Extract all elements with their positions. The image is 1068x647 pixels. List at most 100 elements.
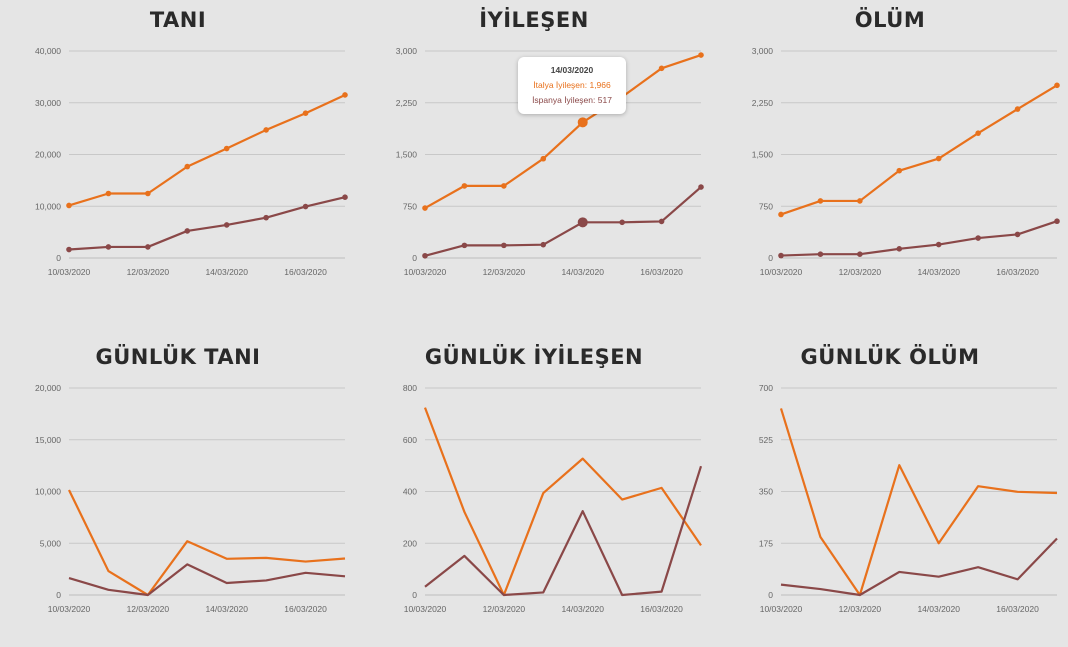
data-point-spain[interactable] <box>975 235 981 241</box>
data-point-italy[interactable] <box>422 205 428 211</box>
data-point-italy[interactable] <box>975 130 981 136</box>
y-tick-label: 5,000 <box>40 538 62 548</box>
series-line-italy <box>779 408 1058 597</box>
data-point-spain[interactable] <box>817 251 824 258</box>
y-tick-label: 2,250 <box>396 98 418 108</box>
x-tick-label: 16/03/2020 <box>284 604 327 614</box>
data-point-italy[interactable] <box>184 163 191 170</box>
data-point-spain[interactable] <box>145 244 151 250</box>
series-line-spain <box>68 196 346 251</box>
chart-panel: İYİLEŞEN 0 750 1,500 2,250 3,000 10/03/2020 12/… <box>356 0 712 310</box>
x-tick-label: 14/03/2020 <box>917 267 960 277</box>
y-tick-label: 30,000 <box>35 98 61 108</box>
data-point-spain[interactable] <box>698 184 704 190</box>
data-point-italy[interactable] <box>145 190 151 197</box>
data-point-italy[interactable] <box>461 183 468 189</box>
data-point-spain[interactable] <box>1054 218 1060 225</box>
x-tick-label: 10/03/2020 <box>404 604 447 614</box>
data-point-spain[interactable] <box>302 203 309 210</box>
x-tick-label: 12/03/2020 <box>483 604 526 614</box>
data-point-italy[interactable] <box>658 65 665 72</box>
data-point-spain[interactable] <box>105 244 112 250</box>
data-point-italy[interactable] <box>66 202 72 209</box>
series-line-spain <box>780 220 1058 257</box>
x-tick-label: 12/03/2020 <box>839 267 882 277</box>
data-point-spain[interactable] <box>896 246 903 252</box>
series-line-italy <box>424 54 702 210</box>
data-point-italy[interactable] <box>1054 82 1060 89</box>
chart-svg: 0 200 400 600 800 10/03/2020 12/03/2020 14/03/2… <box>403 383 703 614</box>
y-tick-label: 600 <box>403 435 417 445</box>
x-tick-label: 14/03/2020 <box>205 267 248 277</box>
data-point-spain[interactable] <box>658 218 665 225</box>
y-tick-label: 15,000 <box>35 435 61 445</box>
x-tick-label: 16/03/2020 <box>640 267 683 277</box>
data-point-italy[interactable] <box>263 127 269 133</box>
y-tick-label: 0 <box>412 253 417 263</box>
data-point-spain[interactable] <box>342 194 348 201</box>
data-point-italy[interactable] <box>540 155 547 162</box>
y-tick-label: 0 <box>56 590 61 600</box>
y-tick-label: 3,000 <box>752 46 774 56</box>
chart-svg: 0 750 1,500 2,250 3,000 10/03/2020 12/03/2020 1… <box>396 46 704 277</box>
data-point-italy[interactable] <box>342 92 348 98</box>
x-tick-label: 10/03/2020 <box>48 267 91 277</box>
data-point-spain[interactable] <box>223 222 230 228</box>
y-tick-label: 0 <box>56 253 61 263</box>
y-tick-label: 40,000 <box>35 46 61 56</box>
y-tick-label: 200 <box>403 538 417 548</box>
chart-title: GÜNLÜK ÖLÜM <box>800 345 980 369</box>
data-point-italy[interactable] <box>501 183 507 189</box>
data-point-italy[interactable] <box>302 110 309 117</box>
y-tick-label: 20,000 <box>35 383 61 393</box>
data-point-italy[interactable] <box>105 190 112 197</box>
x-tick-label: 14/03/2020 <box>205 604 248 614</box>
chart-panel: GÜNLÜK ÖLÜM 0 175 350 525 700 10/03/2020 12/03/… <box>712 337 1068 647</box>
y-tick-label: 2,250 <box>752 98 774 108</box>
chart-title: TANI <box>149 8 207 32</box>
chart-panel: GÜNLÜK İYİLEŞEN 0 200 400 600 800 10/03/2020 12… <box>356 337 712 647</box>
data-point-italy[interactable] <box>698 52 704 58</box>
x-tick-label: 16/03/2020 <box>996 267 1039 277</box>
chart-title: GÜNLÜK İYİLEŞEN <box>424 345 644 369</box>
data-point-spain[interactable] <box>184 228 191 234</box>
data-point-spain[interactable] <box>422 252 428 259</box>
y-tick-label: 525 <box>759 435 773 445</box>
data-point-spain[interactable] <box>577 217 588 228</box>
y-tick-label: 750 <box>403 201 417 211</box>
x-tick-label: 12/03/2020 <box>127 267 170 277</box>
chart-svg: 0 750 1,500 2,250 3,000 10/03/2020 12/03/2020 1… <box>752 46 1060 277</box>
x-tick-label: 10/03/2020 <box>48 604 91 614</box>
data-point-spain[interactable] <box>540 241 547 248</box>
data-point-spain[interactable] <box>461 242 468 249</box>
data-point-spain[interactable] <box>66 246 72 253</box>
data-point-italy[interactable] <box>896 167 903 174</box>
data-point-spain[interactable] <box>857 251 863 258</box>
y-tick-label: 1,500 <box>396 150 418 160</box>
data-point-spain[interactable] <box>619 219 625 226</box>
chart-svg: 0 5,000 10,000 15,000 20,000 10/03/2020 12/03/… <box>35 383 346 614</box>
data-point-spain[interactable] <box>1014 231 1021 238</box>
data-point-spain[interactable] <box>778 252 784 259</box>
data-point-spain[interactable] <box>501 242 507 249</box>
y-tick-label: 20,000 <box>35 150 61 160</box>
x-tick-label: 12/03/2020 <box>127 604 170 614</box>
series-line-italy <box>423 407 702 597</box>
data-point-italy[interactable] <box>223 145 230 152</box>
data-point-spain[interactable] <box>935 241 942 248</box>
chart-panel: TANI 0 10,000 20,000 30,000 40,000 10/03/2020 1… <box>0 0 356 310</box>
data-point-spain[interactable] <box>263 214 269 221</box>
data-point-italy[interactable] <box>935 155 942 162</box>
y-tick-label: 0 <box>768 253 773 263</box>
chart-panel: ÖLÜM 0 750 1,500 2,250 3,000 10/03/2020 12/03/2… <box>712 0 1068 310</box>
x-tick-label: 14/03/2020 <box>561 604 604 614</box>
data-point-italy[interactable] <box>857 198 863 204</box>
data-point-italy[interactable] <box>577 117 588 128</box>
y-tick-label: 10,000 <box>35 201 61 211</box>
series-line-spain <box>424 465 703 597</box>
data-point-italy[interactable] <box>817 198 824 204</box>
data-point-italy[interactable] <box>778 211 784 218</box>
y-tick-label: 3,000 <box>396 46 418 56</box>
x-tick-label: 16/03/2020 <box>996 604 1039 614</box>
data-point-italy[interactable] <box>1014 106 1021 112</box>
